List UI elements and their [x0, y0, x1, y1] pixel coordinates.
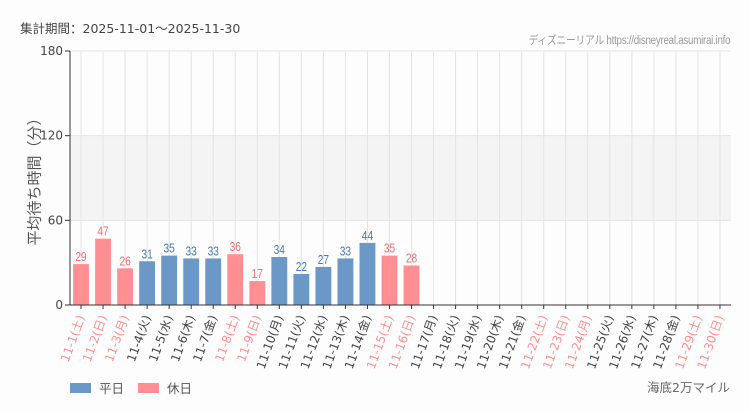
bar-value-label: 31 — [141, 247, 152, 261]
bar[interactable] — [183, 258, 200, 305]
legend-item-holiday[interactable]: 休日 — [138, 378, 192, 397]
bar[interactable] — [359, 242, 376, 305]
y-tick-label: 180 — [40, 44, 63, 58]
y-tick-label: 60 — [48, 213, 63, 227]
bar-value-label: 33 — [340, 244, 351, 258]
bar-value-label: 22 — [296, 260, 307, 274]
y-tick-label: 0 — [55, 298, 63, 312]
bar[interactable] — [73, 264, 89, 305]
legend: 平日 休日 — [70, 378, 192, 397]
aggregation-period: 集計期間：2025-11-01〜2025-11-30 — [20, 21, 241, 36]
bar[interactable] — [315, 266, 332, 305]
source-attribution: ディズニーリアル https://disneyreal.asumirai.inf… — [528, 35, 730, 47]
bar-value-label: 35 — [384, 241, 395, 255]
shaded-band — [70, 135, 731, 221]
bar[interactable] — [227, 254, 244, 305]
bar-value-label: 33 — [186, 244, 197, 258]
bar-value-label: 35 — [164, 241, 175, 255]
bar-value-label: 27 — [318, 253, 329, 267]
legend-label-weekday: 平日 — [99, 381, 125, 396]
bar-value-label: 17 — [252, 267, 263, 281]
bar[interactable] — [293, 273, 310, 305]
bar[interactable] — [161, 255, 178, 305]
y-tick-label: 120 — [40, 129, 63, 143]
bar-value-label: 47 — [97, 225, 108, 239]
bar-value-label: 36 — [230, 240, 241, 254]
bar[interactable] — [271, 257, 288, 305]
bar-value-label: 34 — [274, 243, 286, 257]
legend-swatch-holiday — [138, 382, 160, 393]
bar-value-label: 26 — [119, 254, 130, 268]
bar[interactable] — [249, 281, 266, 305]
bar-value-label: 44 — [362, 229, 374, 243]
bar-value-label: 29 — [75, 250, 86, 264]
bar[interactable] — [205, 258, 222, 305]
bar[interactable] — [139, 261, 156, 305]
bar[interactable] — [117, 268, 134, 305]
legend-label-holiday: 休日 — [167, 381, 193, 396]
legend-swatch-weekday — [70, 382, 91, 393]
bar[interactable] — [403, 265, 420, 305]
bar-value-label: 28 — [406, 251, 417, 265]
bar[interactable] — [337, 258, 354, 305]
legend-item-weekday[interactable]: 平日 — [70, 378, 124, 397]
attraction-name: 海底2万マイル — [647, 380, 730, 395]
bar[interactable] — [381, 255, 398, 305]
bar-value-label: 33 — [208, 244, 219, 258]
bar[interactable] — [95, 238, 111, 305]
